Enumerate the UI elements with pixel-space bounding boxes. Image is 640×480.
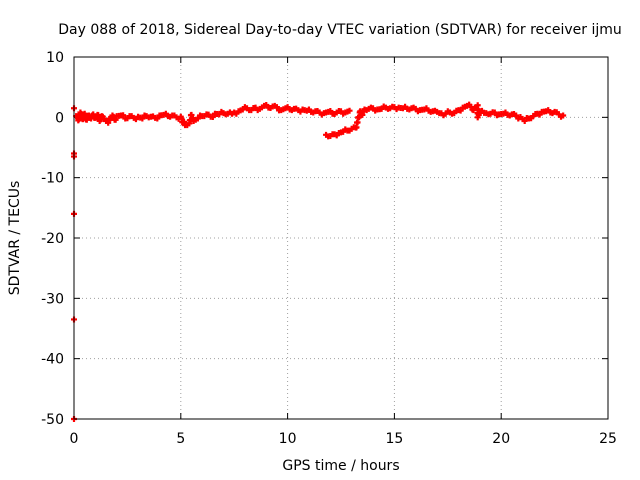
data-point — [273, 104, 280, 111]
data-point — [346, 107, 353, 114]
x-tick-label: 15 — [385, 431, 403, 447]
data-point — [209, 114, 216, 121]
y-tick-label: -10 — [41, 171, 64, 187]
data-point — [120, 112, 127, 119]
y-tick-label: 0 — [55, 110, 64, 126]
x-tick-label: 0 — [70, 431, 79, 447]
x-tick-label: 20 — [492, 431, 510, 447]
x-tick-label: 25 — [599, 431, 617, 447]
y-tick-label: -20 — [41, 231, 64, 247]
x-tick-label: 10 — [279, 431, 297, 447]
series-points — [71, 101, 567, 422]
chart-title: Day 088 of 2018, Sidereal Day-to-day VTE… — [58, 22, 622, 38]
x-tick-label: 5 — [176, 431, 185, 447]
plot-frame — [73, 56, 609, 420]
y-tick-label: -50 — [41, 412, 64, 428]
data-point — [560, 112, 567, 119]
data-points — [71, 101, 567, 422]
y-tick-label: 10 — [46, 50, 64, 66]
y-tick-label: -30 — [41, 291, 64, 307]
tick-labels: 0 5 10 15 20 25 -50 -40 -30 -20 -10 0 10 — [41, 50, 617, 447]
x-axis-label: GPS time / hours — [282, 458, 399, 474]
y-tick-label: -40 — [41, 352, 64, 368]
y-axis-label: SDTVAR / TECUs — [7, 181, 23, 296]
